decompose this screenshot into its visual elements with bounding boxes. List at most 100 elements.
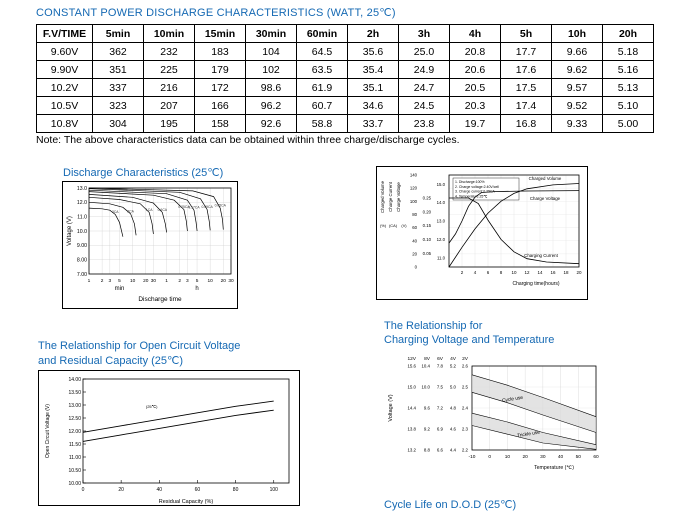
cell-value: 20.5 (449, 78, 501, 97)
scale-value: 13.2 (407, 448, 416, 453)
scale-value: 14.4 (407, 406, 416, 411)
cell-value: 23.8 (398, 114, 450, 133)
series-0.09CA (88, 188, 211, 231)
plot-border (448, 174, 580, 268)
y-tick-label: 0.10 (423, 237, 432, 242)
y-axis-label: Voltage (V) (67, 216, 73, 246)
cell-value: 362 (92, 42, 144, 61)
series-0.25CA (88, 191, 188, 232)
band-lower-line (471, 425, 597, 450)
cell-value: 9.62 (551, 60, 603, 79)
series-label: 0.17CA (188, 206, 200, 210)
ocv-title-line2: and Residual Capacity (25℃) (38, 355, 184, 367)
x-tick-label: 12 (524, 270, 530, 275)
cell-value: 20.3 (449, 96, 501, 115)
row-header-voltage: 10.5V (36, 96, 93, 115)
x-tick-label: 14 (537, 270, 543, 275)
scale-value: 9.2 (424, 427, 431, 432)
cell-value: 5.00 (602, 114, 654, 133)
cell-value: 19.7 (449, 114, 501, 133)
band-lower-line (471, 392, 597, 433)
x-tick-label: 100 (270, 487, 279, 493)
x-tick-label: 16 (550, 270, 556, 275)
y-tick-label: 0.25 (423, 196, 432, 201)
scale-value: 5.0 (450, 385, 457, 390)
x-tick-label: 0 (488, 454, 491, 460)
x-tick-label: 8 (500, 270, 503, 275)
x-axis-label: Temperature (℃) (534, 465, 574, 471)
x-tick-label: 20 (143, 278, 149, 284)
legend-line: 1. Discharge:100% (455, 180, 485, 184)
series-label: 2CA (127, 209, 134, 213)
y-tick-label: 11.50 (69, 442, 81, 448)
y-tick-label: 0.20 (423, 209, 432, 214)
scale-value: 10.0 (421, 385, 430, 390)
cell-value: 96.2 (245, 96, 297, 115)
charging-voltage-temperature-chart: 12V 8V 6V 4V 2V 15.6 10.4 7.8 5.2 2.6 15.0 10.0 7.5 5… (386, 352, 606, 486)
series-label: 0.09CA (201, 205, 213, 209)
series-label: 0.6CA (158, 208, 168, 212)
cell-value: 17.4 (500, 96, 552, 115)
col-header: 3h (398, 24, 450, 43)
x-axis-label: Charging time(hours) (513, 281, 560, 287)
y-axis-label: Voltage (V) (388, 394, 394, 421)
row-header-voltage: 9.90V (36, 60, 93, 79)
series-3CA (88, 207, 124, 237)
constant-power-table: F.V/TIME 5min 10min 15min 30min 60min 2h 3h 4h 5h… (36, 24, 654, 133)
x-tick-label: 20 (576, 270, 582, 275)
col-header-fv-time: F.V/TIME (36, 24, 93, 43)
x-tick-label: 4 (474, 270, 477, 275)
legend-box (452, 177, 520, 201)
y-tick-label: 15.0 (437, 182, 446, 187)
y-tick-label: 12.0 (437, 237, 446, 242)
col-header: 4h (449, 24, 501, 43)
plot-border (88, 187, 232, 275)
y-tick-label: 8.00 (77, 257, 87, 263)
charging-temp-title-line2: Charging Voltage and Temperature (384, 334, 555, 346)
x-tick-label: 0 (82, 487, 85, 493)
x-tick-label: 18 (563, 270, 569, 275)
charging-temp-title-line1: The Relationship for (384, 320, 483, 332)
cell-value: 58.8 (296, 114, 348, 133)
y-tick-label: 10.0 (77, 229, 87, 235)
cell-value: 172 (194, 78, 246, 97)
table-row: 9.60V 362 232 183 104 64.5 35.6 25.0 20.8 17.7 9.6… (36, 42, 654, 61)
x-tick-label: 20 (522, 454, 528, 460)
row-header-voltage: 10.2V (36, 78, 93, 97)
col-header: 2h (347, 24, 399, 43)
series-charging-current (449, 197, 580, 265)
x-tick-label: 10 (505, 454, 511, 460)
scale-value: 4.8 (450, 406, 457, 411)
y-tick-label: 11.0 (437, 255, 446, 260)
band-trickle-use (472, 413, 596, 450)
scale-value: 15.6 (407, 364, 416, 369)
cell-value: 179 (194, 60, 246, 79)
cell-value: 33.7 (347, 114, 399, 133)
scale-value: 4.6 (450, 427, 457, 432)
x-tick-label: 1 (165, 278, 168, 284)
legend-line: 4. Temperature:25℃ (455, 194, 488, 198)
cell-value: 17.5 (500, 78, 552, 97)
cell-value: 166 (194, 96, 246, 115)
y-tick-label: 10.50 (68, 468, 81, 474)
scale-header: 8V (424, 356, 431, 362)
cell-value: 351 (92, 60, 144, 79)
scale-value: 6.9 (437, 427, 444, 432)
x-tick-label: 30 (540, 454, 546, 460)
scale-value: 13.8 (407, 427, 416, 432)
series-label: 0.05CA (215, 204, 227, 208)
cell-value: 25.0 (398, 42, 450, 61)
scale-value: 7.2 (437, 406, 444, 411)
scale-header: 2V (462, 356, 469, 362)
cell-value: 24.7 (398, 78, 450, 97)
scale-header: 12V (407, 356, 416, 362)
cell-value: 5.13 (602, 78, 654, 97)
cell-value: 34.6 (347, 96, 399, 115)
x-tick-label: 2 (178, 278, 181, 284)
x-tick-label: 10 (511, 270, 517, 275)
table-body: 9.60V 362 232 183 104 64.5 35.6 25.0 20.8 17.7 9.6… (36, 42, 654, 133)
cell-value: 35.1 (347, 78, 399, 97)
axis-name-0: Charged Volume (380, 180, 385, 213)
y-tick-label: 11.0 (77, 214, 87, 220)
